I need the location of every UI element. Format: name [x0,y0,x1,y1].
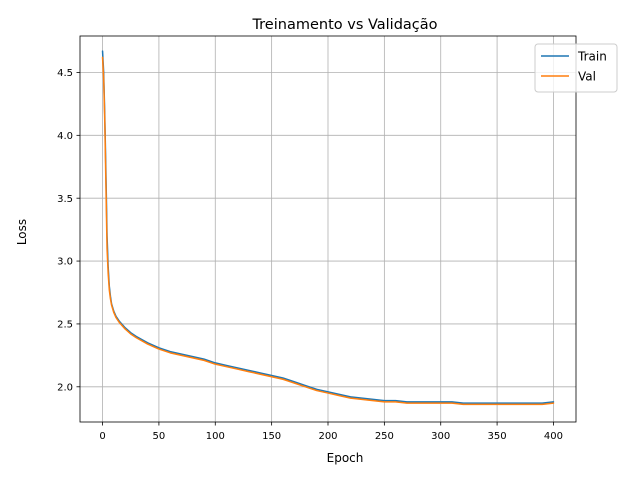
y-tick-label: 2.0 [57,382,73,393]
y-tick-label: 3.0 [57,257,73,268]
x-axis-label: Epoch [327,451,364,465]
legend: Train Val [534,43,618,93]
x-tick-label: 0 [99,431,105,442]
y-tick-label: 4.0 [57,131,73,142]
x-tick-label: 250 [375,431,394,442]
x-tick-label: 50 [153,431,166,442]
x-tick-label: 200 [318,431,337,442]
chart-title: Treinamento vs Validação [251,17,437,33]
x-tick-label: 100 [206,431,225,442]
y-tick-label: 4.5 [57,68,73,79]
legend-label-train: Train [577,50,607,64]
legend-label-val: Val [578,70,596,84]
y-tick-label: 3.5 [57,194,73,205]
x-tick-label: 350 [488,431,507,442]
y-axis-label: Loss [15,219,29,245]
series-line-val [101,56,555,406]
grid [80,36,576,422]
x-tick-label: 400 [544,431,563,442]
y-tick-label: 2.5 [57,320,73,331]
ticks: 0 50 100 150 200 250 300 350 400 2.0 2.5 3.0 3.5 4.0 4… [57,68,563,442]
series-layer [101,50,555,406]
x-tick-label: 150 [262,431,281,442]
x-tick-label: 300 [431,431,450,442]
